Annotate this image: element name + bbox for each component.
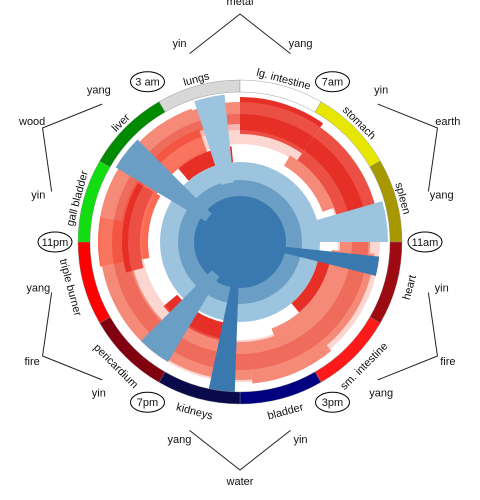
element-group: wood yin yang (18, 85, 111, 202)
element-label: fire (25, 356, 40, 368)
yang-label: yang (430, 189, 454, 201)
energy-spoke (307, 201, 388, 242)
organ-segment (99, 101, 166, 168)
element-group: fire yin yang (369, 282, 455, 399)
element-label: fire (440, 356, 455, 368)
energy-band (122, 151, 176, 273)
energy-band (240, 97, 324, 154)
energy-band (133, 92, 347, 142)
yang-label: yang (87, 85, 111, 97)
time-label: 3pm (322, 397, 343, 409)
energy-spoke (194, 94, 234, 185)
time-label: 7pm (137, 397, 158, 409)
energy-band (297, 127, 378, 225)
time-oval: 3 am (130, 71, 165, 93)
element-group: earth yin yang (374, 85, 460, 202)
time-oval: 11pm (37, 231, 73, 253)
yang-label: yang (168, 434, 192, 446)
element-bracket (189, 429, 291, 471)
yin-label: yin (31, 189, 45, 201)
yang-label: yang (369, 387, 393, 399)
energy-spoke (207, 281, 239, 397)
time-label: 7am (322, 77, 343, 89)
yin-label: yin (435, 282, 449, 294)
time-oval: 7pm (130, 391, 165, 413)
energy-band (248, 318, 332, 384)
yang-label: yang (26, 282, 50, 294)
time-oval-shape (37, 231, 73, 253)
time-oval-shape (315, 71, 350, 93)
yin-label: yin (172, 38, 186, 50)
time-oval: 7am (315, 71, 350, 93)
time-ovals: 3 am 7am 11am 3pm 7pm 11pm (37, 71, 443, 413)
organ-label: triple burner (57, 258, 84, 318)
time-oval-shape (407, 231, 443, 253)
yin-label: yin (293, 434, 307, 446)
element-bracket (377, 103, 439, 192)
element-bracket (41, 103, 103, 192)
element-label: earth (435, 116, 460, 128)
energy-spoke (115, 139, 212, 222)
time-oval-shape (130, 71, 165, 93)
time-label: 11pm (42, 237, 69, 249)
yin-label: yin (374, 85, 388, 97)
yang-label: yang (289, 38, 313, 50)
element-bracket (189, 13, 291, 55)
time-oval-shape (315, 391, 350, 413)
element-label: water (226, 476, 254, 488)
energy-band (291, 255, 331, 313)
element-group: fire yin yang (25, 282, 106, 399)
element-bracket (377, 292, 439, 381)
organ-label: heart (401, 274, 419, 301)
organ-ring (77, 79, 403, 405)
time-oval-shape (130, 391, 165, 413)
energy-band (284, 155, 334, 212)
organ-label: kidneys (175, 401, 215, 422)
energy-spoke (141, 270, 220, 363)
time-label: 11am (412, 237, 439, 249)
element-bracket (41, 292, 103, 381)
energy-spokes (115, 94, 388, 397)
element-label: metal (227, 0, 254, 8)
center-disk (194, 196, 286, 288)
energy-spoke (269, 245, 380, 276)
time-oval: 3pm (315, 391, 350, 413)
element-group: water yin yang (168, 429, 308, 488)
organ-label: bladder (266, 401, 305, 422)
yin-label: yin (92, 387, 106, 399)
element-label: wood (18, 116, 45, 128)
time-label: 3 am (135, 77, 159, 89)
energy-band (100, 108, 199, 222)
element-group: metal yin yang (172, 0, 313, 55)
time-oval: 11am (407, 231, 443, 253)
